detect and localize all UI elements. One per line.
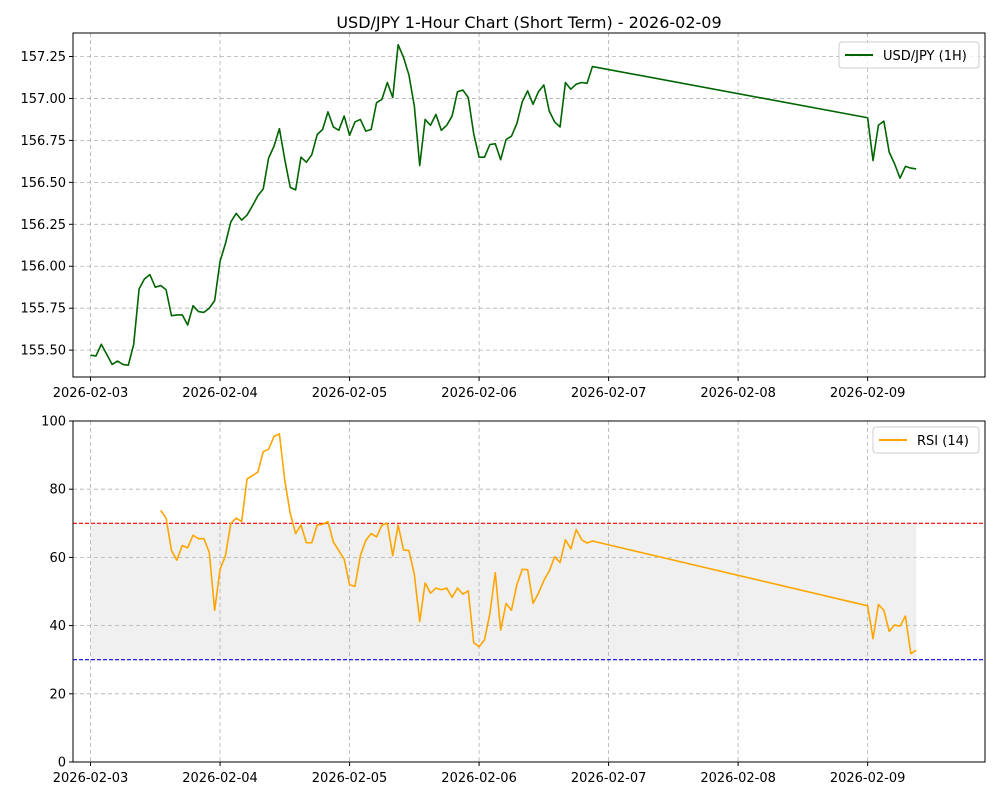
price-y-tick-label: 157.25: [21, 50, 67, 65]
price-plot-area: [73, 33, 985, 377]
rsi-axes-frame: [72, 420, 986, 763]
rsi-x-tick-label: 2026-02-03: [53, 771, 129, 786]
rsi-x-tick-label: 2026-02-09: [830, 771, 906, 786]
price-x-tick-label: 2026-02-07: [571, 386, 647, 401]
rsi-legend-box: [872, 426, 980, 454]
price-x-tick-label: 2026-02-06: [441, 386, 517, 401]
price-axes-frame: [72, 32, 986, 378]
price-x-tick-label: 2026-02-05: [312, 386, 388, 401]
price-x-tick-label: 2026-02-09: [830, 386, 906, 401]
rsi-x-tick-label: 2026-02-08: [700, 771, 776, 786]
rsi-y-tick-label: 0: [58, 756, 66, 771]
rsi-shaded-band: [90, 523, 917, 660]
rsi-grid: [73, 420, 985, 763]
price-x-tick-label: 2026-02-04: [182, 386, 258, 401]
price-x-tick-label: 2026-02-08: [700, 386, 776, 401]
rsi-legend: RSI (14): [872, 426, 980, 454]
rsi-panel: 2026-02-03 2026-02-04 2026-02-05 2026-02-06…: [41, 415, 986, 786]
rsi-x-tick-label: 2026-02-06: [441, 771, 517, 786]
price-y-tick-label: 157.00: [21, 92, 67, 107]
price-legend: USD/JPY (1H): [838, 41, 980, 69]
rsi-x-tick-label: 2026-02-05: [312, 771, 388, 786]
price-grid: [73, 33, 985, 377]
price-series-layer: [90, 43, 917, 367]
price-series-line: [90, 43, 917, 367]
price-y-ticks: 155.50 155.75 156.00 156.25 156.50 156.75 157.…: [21, 50, 73, 359]
price-x-ticks: 2026-02-03 2026-02-04 2026-02-05 2026-02-06…: [53, 377, 906, 401]
rsi-reference-lines: [73, 522, 985, 661]
rsi-y-tick-label: 80: [49, 483, 66, 498]
rsi-series-line: [160, 433, 917, 655]
price-x-tick-label: 2026-02-03: [53, 386, 129, 401]
rsi-series-layer: [160, 433, 917, 655]
price-y-tick-label: 156.75: [21, 134, 67, 149]
rsi-y-tick-label: 20: [49, 687, 66, 702]
price-y-tick-label: 156.50: [21, 176, 67, 191]
price-legend-label: USD/JPY (1H): [883, 49, 967, 64]
rsi-y-tick-label: 100: [41, 415, 66, 430]
rsi-legend-label: RSI (14): [917, 434, 969, 449]
rsi-y-tick-label: 60: [49, 551, 66, 566]
rsi-band-layer: [90, 523, 917, 660]
price-y-tick-label: 155.50: [21, 344, 67, 359]
price-y-tick-label: 156.00: [21, 260, 67, 275]
rsi-y-tick-label: 40: [49, 619, 66, 634]
rsi-x-tick-label: 2026-02-07: [571, 771, 647, 786]
price-y-tick-label: 155.75: [21, 302, 67, 317]
rsi-x-ticks: 2026-02-03 2026-02-04 2026-02-05 2026-02-06…: [53, 762, 906, 786]
rsi-y-ticks: 0 20 40 60 80 100: [41, 415, 73, 771]
price-legend-box: [838, 41, 980, 69]
rsi-x-tick-label: 2026-02-04: [182, 771, 258, 786]
price-chart-title: USD/JPY 1-Hour Chart (Short Term) - 2026…: [336, 13, 721, 32]
price-panel: 2026-02-03 2026-02-04 2026-02-05 2026-02-06…: [21, 13, 986, 401]
price-y-tick-label: 156.25: [21, 218, 67, 233]
